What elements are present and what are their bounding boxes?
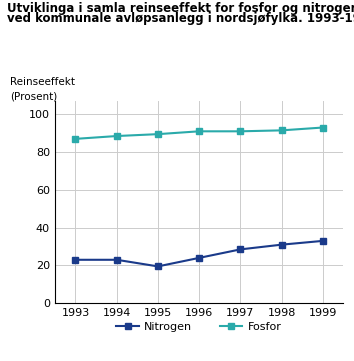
Text: Reinseeffekt: Reinseeffekt (10, 77, 75, 87)
Legend: Nitrogen, Fosfor: Nitrogen, Fosfor (112, 317, 286, 336)
Text: (Prosent): (Prosent) (10, 91, 57, 101)
Text: ved kommunale avløpsanlegg i nordsjøfylka. 1993-1999: ved kommunale avløpsanlegg i nordsjøfylk… (7, 12, 354, 25)
Text: Utviklinga i samla reinseeffekt for fosfor og nitrogen: Utviklinga i samla reinseeffekt for fosf… (7, 2, 354, 15)
